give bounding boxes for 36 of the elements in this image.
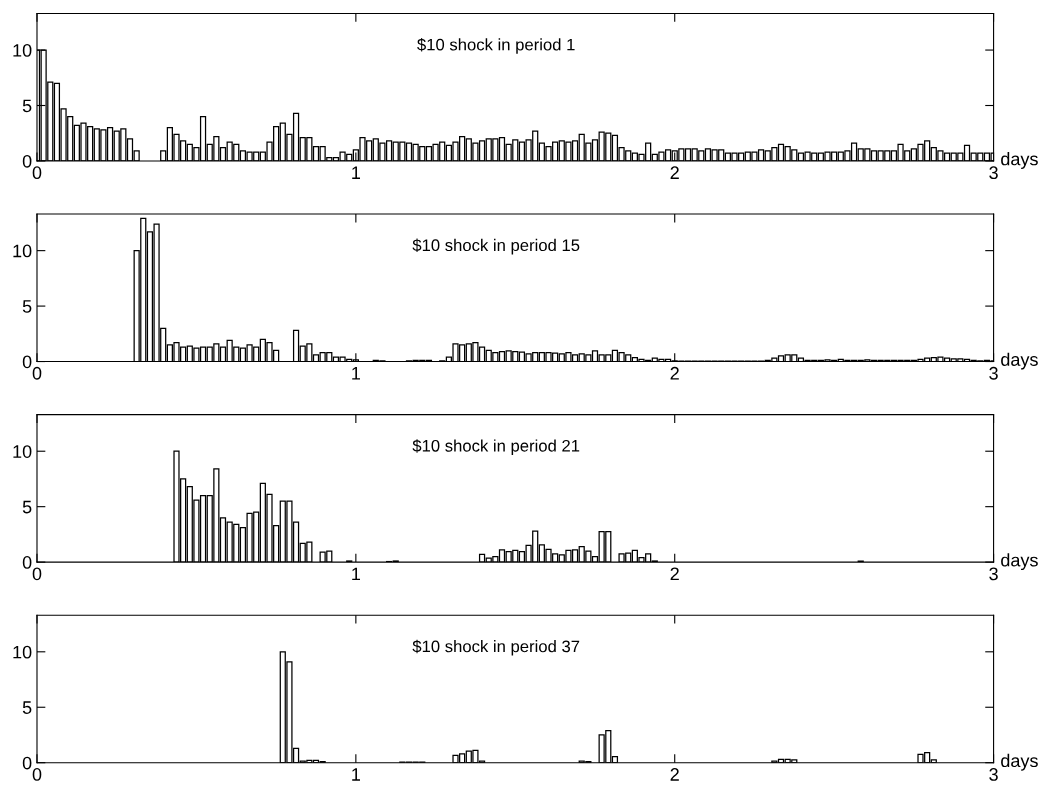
- y-tick-label: 10: [13, 445, 32, 458]
- x-tick-label: 0: [32, 567, 42, 581]
- y-tick-label: 10: [13, 244, 32, 258]
- x-axis-title: days: [1001, 352, 1038, 370]
- x-tick-label: 1: [352, 768, 360, 781]
- x-tick-label: 1: [352, 166, 360, 179]
- x-axis-title: days: [1001, 753, 1038, 771]
- y-tick-label: 0: [22, 154, 32, 168]
- x-tick-label: 3: [989, 567, 998, 581]
- x-tick-label: 2: [670, 567, 679, 581]
- y-tick-label: 0: [22, 556, 32, 569]
- x-tick-label: 3: [989, 768, 998, 781]
- annotation: $10 shock in period 21: [412, 439, 580, 455]
- x-tick-label: 0: [32, 366, 42, 380]
- annotation: $10 shock in period 37: [412, 639, 580, 656]
- y-tick-label: 5: [22, 300, 32, 313]
- y-tick-label: 5: [22, 99, 32, 113]
- annotation: $10 shock in period 15: [412, 238, 580, 255]
- x-tick-label: 2: [670, 768, 679, 781]
- x-tick-label: 0: [32, 768, 42, 781]
- x-tick-label: 0: [32, 166, 42, 180]
- y-tick-label: 0: [22, 355, 32, 369]
- x-tick-label: 3: [989, 366, 998, 380]
- annotation: $10 shock in period 1: [417, 38, 575, 54]
- x-axis-title: days: [1001, 152, 1038, 169]
- x-axis-title: days: [1001, 553, 1038, 571]
- x-tick-label: 1: [352, 567, 360, 581]
- y-tick-label: 10: [13, 645, 32, 659]
- x-tick-label: 2: [670, 366, 679, 380]
- x-tick-label: 2: [670, 166, 679, 179]
- y-tick-label: 0: [22, 756, 32, 770]
- x-tick-label: 3: [989, 166, 998, 180]
- y-tick-label: 5: [22, 500, 32, 514]
- y-tick-label: 10: [13, 43, 32, 57]
- y-tick-label: 5: [22, 701, 32, 714]
- x-tick-label: 1: [352, 367, 360, 380]
